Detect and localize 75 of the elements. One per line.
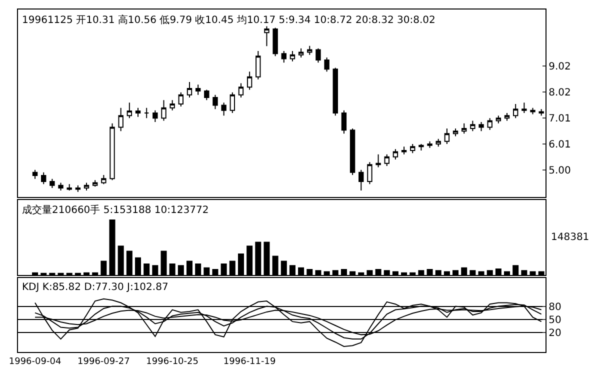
candlestick bbox=[392, 148, 398, 160]
candlestick bbox=[496, 115, 502, 124]
candlestick bbox=[204, 89, 210, 101]
candlestick bbox=[58, 182, 64, 192]
candlestick bbox=[504, 112, 510, 122]
candlestick bbox=[530, 107, 536, 115]
candlestick bbox=[367, 162, 372, 185]
candlestick bbox=[290, 50, 296, 62]
x-tick-label: 1996-09-27 bbox=[78, 356, 130, 367]
y-tick-label: 9.02 bbox=[548, 61, 571, 72]
y-tick-label: 80 bbox=[548, 302, 562, 313]
candlestick bbox=[152, 110, 158, 123]
candlestick bbox=[324, 56, 330, 72]
x-tick-label: 1996-10-25 bbox=[146, 356, 198, 367]
candlestick bbox=[230, 92, 236, 114]
candlestick bbox=[221, 102, 226, 116]
y-tick-label: 20 bbox=[548, 328, 562, 340]
candlestick bbox=[470, 120, 476, 132]
candlestick bbox=[75, 184, 81, 192]
candlestick bbox=[444, 128, 450, 145]
candlestick bbox=[66, 184, 72, 192]
candlestick bbox=[32, 169, 38, 180]
candlestick bbox=[135, 107, 141, 118]
candlestick bbox=[358, 169, 364, 192]
candlestick bbox=[410, 144, 416, 154]
candlestick bbox=[272, 27, 278, 57]
candlestick bbox=[332, 67, 338, 116]
candlestick bbox=[101, 174, 106, 185]
candlestick bbox=[522, 102, 527, 114]
candlestick bbox=[512, 103, 518, 119]
candlestick bbox=[427, 140, 432, 148]
y-tick-label: 7.01 bbox=[548, 113, 571, 124]
candlestick bbox=[126, 102, 132, 119]
candlestick bbox=[41, 172, 46, 185]
candlestick bbox=[478, 122, 484, 132]
chart-title: KDJ K:85.82 D:77.30 J:102.87 bbox=[22, 282, 168, 293]
candlestick bbox=[264, 26, 270, 47]
x-tick-label: 1996-11-19 bbox=[223, 356, 276, 367]
candlestick bbox=[487, 118, 492, 130]
candlestick bbox=[298, 48, 304, 58]
candlestick bbox=[256, 50, 261, 80]
y-tick-label: 6.01 bbox=[548, 139, 571, 150]
candlestick bbox=[195, 84, 201, 96]
candlestick bbox=[186, 82, 192, 98]
chart-title: 成交量210660手 5:153188 10:123772 bbox=[22, 204, 209, 216]
candlestick bbox=[144, 107, 150, 119]
text: 19961125 开10.31 高10.56 低9.79 收10.45 均10.17 5:9.34 10:8.72 20:8.32 30:8.02 bbox=[22, 14, 436, 26]
candlestick bbox=[341, 110, 347, 134]
candlestick bbox=[92, 180, 98, 188]
candlestick bbox=[307, 45, 312, 56]
candlestick bbox=[161, 100, 166, 122]
candlestick bbox=[118, 107, 124, 132]
candlestick bbox=[384, 154, 390, 166]
candlestick bbox=[401, 146, 407, 155]
candlestick bbox=[316, 48, 321, 64]
y-tick-label: 50 bbox=[548, 314, 562, 326]
candlestick bbox=[452, 128, 458, 137]
candlestick bbox=[110, 122, 115, 181]
candlestick bbox=[376, 154, 381, 168]
candlestick bbox=[246, 71, 252, 90]
candlestick bbox=[436, 138, 441, 148]
candlestick bbox=[84, 182, 90, 192]
candlestick bbox=[178, 92, 184, 108]
y-tick-label: 5.00 bbox=[548, 165, 571, 176]
candlestick bbox=[50, 178, 55, 188]
x-tick-label: 1996-09-04 bbox=[8, 356, 62, 367]
candlestick bbox=[350, 128, 356, 176]
candlestick bbox=[281, 50, 286, 64]
candlestick bbox=[418, 144, 424, 151]
text: 148381 bbox=[551, 232, 590, 243]
candlestick bbox=[462, 122, 467, 134]
candlestick bbox=[212, 94, 218, 110]
y-tick-label: 8.02 bbox=[548, 87, 571, 98]
candlestick bbox=[170, 100, 175, 111]
candlestick bbox=[238, 82, 244, 98]
